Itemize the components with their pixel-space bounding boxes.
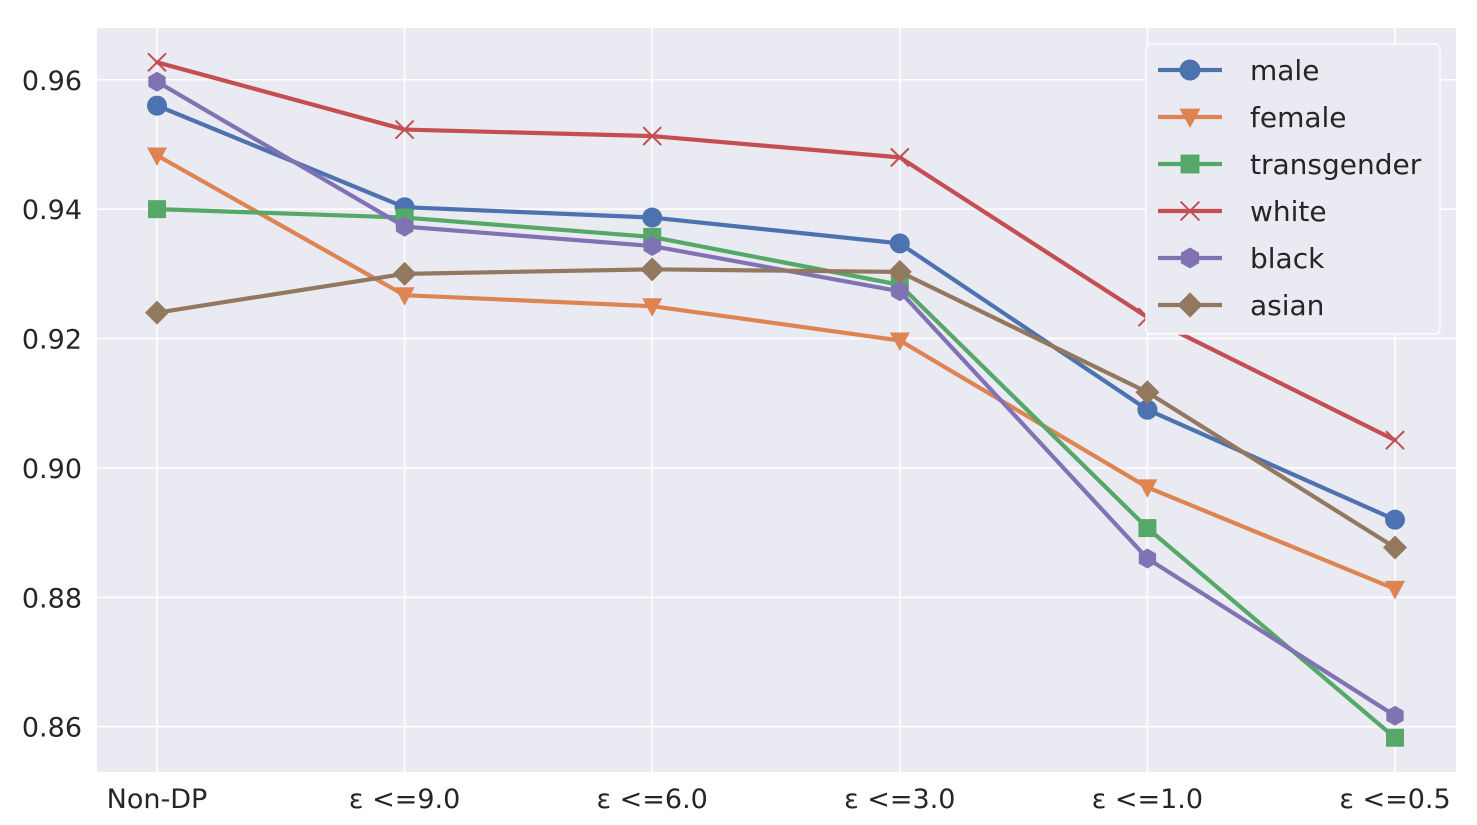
series-line-white: [154, 60, 1398, 443]
series-asian: [145, 257, 1407, 560]
data-point-marker: [395, 216, 414, 237]
legend-entry-transgender: transgender: [1158, 148, 1422, 181]
data-point-marker: [1385, 580, 1405, 600]
y-tick-label: 0.88: [22, 583, 82, 614]
legend-label: transgender: [1250, 148, 1422, 181]
data-point-marker: [147, 95, 167, 116]
data-point-marker: [1385, 509, 1405, 530]
series-white: [147, 52, 1405, 450]
data-point-marker: [1177, 292, 1203, 318]
legend-entry-asian: asian: [1158, 289, 1324, 322]
y-tick-label: 0.90: [22, 454, 82, 485]
y-tick-label: 0.86: [22, 713, 82, 744]
legend-entry-female: female: [1158, 101, 1347, 134]
series-group: [145, 52, 1407, 747]
data-point-marker: [148, 200, 166, 219]
data-point-marker: [1386, 728, 1404, 747]
data-point-marker: [1180, 247, 1200, 269]
data-point-marker: [640, 257, 665, 282]
legend-entry-black: black: [1158, 242, 1325, 275]
legend-label: male: [1250, 54, 1319, 87]
data-point-marker: [147, 52, 167, 72]
series-line-asian: [154, 267, 1398, 550]
x-tick-label: ε <=9.0: [349, 784, 460, 815]
data-point-marker: [891, 281, 909, 302]
data-point-marker: [1386, 705, 1404, 726]
series-male: [147, 95, 1405, 530]
data-point-marker: [1180, 154, 1200, 174]
x-tick-label: ε <=3.0: [844, 784, 955, 815]
data-point-marker: [642, 298, 663, 317]
data-point-marker: [392, 261, 417, 286]
data-point-marker: [643, 236, 661, 257]
data-point-marker: [147, 147, 167, 166]
data-point-marker: [1137, 399, 1158, 420]
data-point-marker: [890, 147, 910, 168]
data-point-marker: [148, 71, 166, 92]
y-tick-label: 0.94: [22, 195, 82, 226]
data-point-marker: [1138, 519, 1157, 538]
data-point-marker: [1138, 548, 1157, 569]
data-point-marker: [889, 233, 910, 254]
legend-label: female: [1250, 101, 1347, 134]
legend-entry-male: male: [1158, 54, 1319, 87]
x-tick-label: ε <=1.0: [1092, 784, 1203, 815]
data-point-marker: [1179, 200, 1201, 222]
y-tick-label: 0.96: [22, 66, 82, 97]
y-tick-label: 0.92: [22, 325, 82, 356]
x-tick-label: ε <=6.0: [597, 784, 708, 815]
data-point-marker: [887, 259, 912, 284]
data-point-marker: [145, 300, 169, 325]
x-tick-label: Non-DP: [107, 784, 208, 815]
series-line-male: [154, 103, 1398, 522]
series-line-transgender: [154, 207, 1398, 740]
data-point-marker: [889, 332, 910, 351]
data-point-marker: [642, 126, 662, 146]
x-tick-label: ε <=0.5: [1339, 784, 1450, 815]
legend: male female transgender white black asian: [1145, 43, 1441, 335]
data-point-marker: [1137, 479, 1158, 498]
tick-labels: Non-DP ε <=9.0 ε <=6.0 ε <=3.0 ε <=1.0 ε <=0.…: [22, 66, 1451, 815]
data-point-marker: [394, 119, 415, 140]
legend-label: white: [1250, 195, 1327, 228]
data-point-marker: [642, 207, 663, 228]
data-point-marker: [1385, 430, 1405, 450]
legend-label: asian: [1250, 289, 1324, 322]
legend-label: black: [1250, 242, 1325, 275]
series-line-female: [154, 153, 1398, 592]
legend-entry-white: white: [1158, 195, 1327, 228]
data-point-marker: [1179, 108, 1201, 129]
data-point-marker: [1179, 59, 1201, 81]
data-point-marker: [1135, 380, 1160, 405]
data-point-marker: [394, 287, 415, 306]
data-point-marker: [1383, 535, 1407, 560]
series-female: [147, 147, 1405, 600]
